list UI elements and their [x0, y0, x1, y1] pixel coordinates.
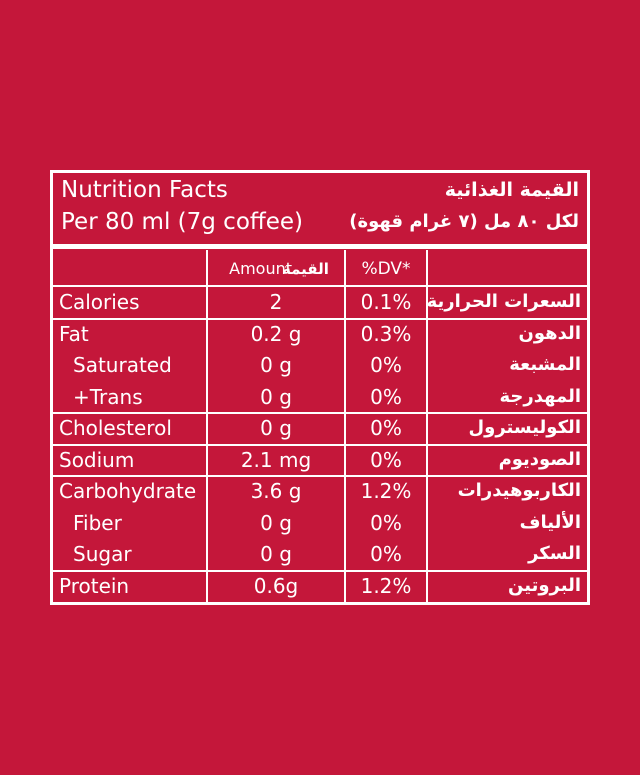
daily-value: 0%	[370, 447, 402, 472]
nutrient-name: Carbohydrate	[59, 479, 197, 503]
nutrient-name: +Trans	[73, 384, 143, 409]
nutrient-name: Sugar	[73, 542, 132, 566]
amount: 0 g	[260, 353, 292, 377]
nutrient-name: Protein	[59, 573, 130, 598]
amount: 0 g	[260, 542, 292, 566]
amount: 0.6g	[253, 573, 299, 598]
nutrient-name: Fiber	[73, 510, 122, 535]
column-line	[426, 250, 428, 602]
row-line	[53, 569, 587, 572]
daily-value: 0%	[370, 353, 402, 377]
divider	[53, 244, 587, 249]
nutrition-table: Nutrition Facts القيمة الغذائية Per 80 m…	[50, 170, 590, 605]
nutrient-name-ar: السكر	[528, 543, 581, 564]
nutrient-name-ar: الصوديوم	[498, 448, 581, 470]
amount: 2	[269, 290, 283, 314]
nutrient-name: Cholesterol	[59, 416, 172, 440]
amount: 0.2 g	[250, 321, 302, 346]
nutrient-name-ar: الكاربوهيدرات	[457, 480, 581, 501]
column-line	[206, 250, 208, 602]
row-line	[53, 475, 587, 477]
row-line	[53, 285, 587, 287]
nutrient-name-ar: الدهون	[518, 322, 581, 344]
nutrient-name-ar: السعرات الحرارية	[426, 291, 581, 312]
header-dv: %DV*	[361, 259, 411, 279]
nutrient-name: Sodium	[59, 447, 135, 472]
nutrient-name-ar: البروتين	[508, 574, 581, 596]
amount: 0 g	[260, 384, 292, 409]
row-line	[53, 317, 587, 320]
nutrient-name: Fat	[59, 321, 89, 346]
amount: 0 g	[260, 416, 292, 440]
row-line	[53, 412, 587, 414]
daily-value: 0%	[370, 384, 402, 409]
amount: 3.6 g	[250, 479, 302, 503]
daily-value: 0%	[370, 416, 402, 440]
nutrient-name-ar: الألياف	[519, 511, 581, 533]
daily-value: 1.2%	[360, 479, 412, 503]
nutrient-name-ar: المهدرجة	[499, 385, 581, 407]
column-line	[344, 250, 346, 602]
nutrient-name-ar: الكوليسترول	[468, 417, 581, 438]
serving-ar: لكل ٨٠ مل (٧ غرام قهوة)	[349, 211, 579, 232]
serving-en: Per 80 ml (7g coffee)	[61, 209, 304, 235]
nutrient-name: Calories	[59, 290, 140, 314]
header-amount-ar: القيمة	[282, 260, 329, 278]
title-ar: القيمة الغذائية	[444, 179, 579, 201]
nutrient-name: Saturated	[73, 353, 172, 377]
row-line	[53, 443, 587, 446]
header-amount-en: Amount	[229, 259, 292, 278]
title-en: Nutrition Facts	[61, 177, 228, 203]
daily-value: 1.2%	[360, 573, 412, 598]
amount: 2.1 mg	[240, 447, 312, 472]
nutrient-name-ar: المشبعة	[509, 354, 581, 375]
daily-value: 0.1%	[360, 290, 412, 314]
daily-value: 0.3%	[360, 321, 412, 346]
amount: 0 g	[260, 510, 292, 535]
daily-value: 0%	[370, 542, 402, 566]
daily-value: 0%	[370, 510, 402, 535]
